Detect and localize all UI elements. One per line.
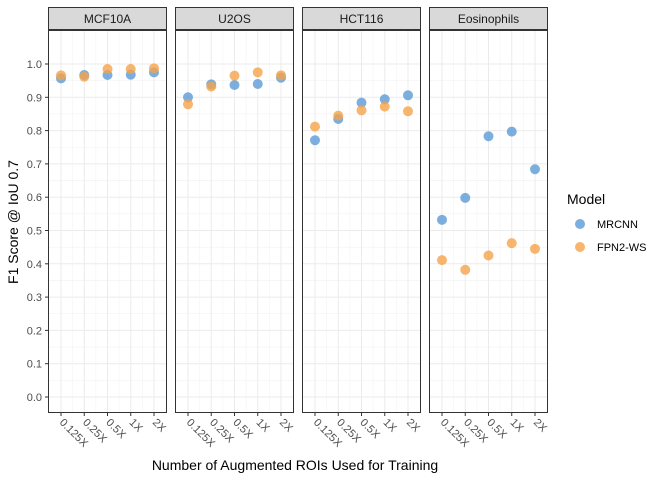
data-point-fpn2-ws: [56, 70, 66, 81]
strip-background: [302, 7, 421, 30]
x-tick-label: 2X: [150, 417, 168, 435]
data-point-mrcnn: [437, 214, 447, 225]
legend: Model MRCNN FPN2-WS: [567, 191, 647, 256]
data-point-fpn2-ws: [356, 105, 367, 116]
data-point-mrcnn: [229, 79, 240, 90]
data-point-mrcnn: [483, 131, 494, 142]
panel-border: [48, 30, 167, 413]
y-tick-label: 0.1: [27, 359, 42, 371]
data-point-mrcnn: [252, 78, 263, 89]
y-tick-label: 0.0: [27, 392, 42, 404]
data-point-mrcnn: [506, 126, 517, 137]
legend-label: MRCNN: [597, 219, 638, 231]
y-tick-label: 0.7: [27, 159, 42, 171]
data-point-fpn2-ws: [437, 255, 447, 266]
x-tick-label: 1X: [127, 417, 145, 435]
x-tick-label: 2X: [277, 417, 295, 435]
strip-label: MCF10A: [84, 12, 131, 26]
data-point-fpn2-ws: [252, 67, 263, 78]
data-point-mrcnn: [403, 90, 413, 101]
y-axis-ticks: 0.0 0.1 0.2 0.3 0.4 0.5 0.6 0.7 0.8 0.9 1.0: [27, 59, 48, 404]
data-point-mrcnn: [530, 164, 540, 175]
y-tick-label: 0.4: [27, 259, 42, 271]
data-point-fpn2-ws: [276, 70, 286, 81]
panel-border: [175, 30, 294, 413]
data-point-mrcnn: [310, 135, 320, 146]
y-tick-label: 0.2: [27, 325, 42, 337]
x-tick-label: 1X: [508, 417, 526, 435]
data-point-fpn2-ws: [530, 243, 540, 254]
legend-title: Model: [567, 191, 605, 207]
strip-background: [48, 7, 167, 30]
data-point-fpn2-ws: [125, 63, 136, 74]
y-tick-label: 0.3: [27, 292, 42, 304]
data-point-fpn2-ws: [483, 250, 494, 261]
data-point-fpn2-ws: [149, 63, 159, 74]
strip-background: [175, 7, 294, 30]
data-point-fpn2-ws: [333, 110, 344, 121]
strip-background: [429, 7, 548, 30]
x-tick-label: 2X: [531, 417, 549, 435]
strip-label: U2OS: [218, 12, 251, 26]
y-tick-label: 0.6: [27, 192, 42, 204]
panel-border: [302, 30, 421, 413]
x-tick-label: 2X: [404, 417, 422, 435]
x-tick-label: 1X: [254, 417, 272, 435]
data-point-fpn2-ws: [183, 99, 193, 110]
data-point-fpn2-ws: [206, 81, 217, 92]
y-tick-label: 0.8: [27, 126, 42, 138]
data-point-fpn2-ws: [310, 121, 320, 132]
data-point-mrcnn: [379, 94, 390, 105]
legend-key-mrcnn: [575, 219, 585, 229]
x-axis-title: Number of Augmented ROIs Used for Traini…: [152, 457, 438, 473]
data-point-mrcnn: [356, 97, 367, 108]
data-point-fpn2-ws: [379, 101, 390, 112]
data-point-fpn2-ws: [79, 71, 90, 82]
data-point-fpn2-ws: [229, 70, 240, 81]
data-point-fpn2-ws: [403, 106, 413, 117]
y-tick-label: 0.5: [27, 226, 42, 238]
data-point-mrcnn: [460, 192, 471, 203]
y-axis-title: F1 Score @ IoU 0.7: [5, 160, 21, 284]
strip-label: Eosinophils: [458, 12, 519, 26]
x-tick-label: 1X: [381, 417, 399, 435]
data-point-fpn2-ws: [506, 238, 517, 249]
legend-label: FPN2-WS: [597, 242, 647, 254]
data-point-fpn2-ws: [102, 63, 113, 74]
data-point-fpn2-ws: [460, 264, 471, 275]
strip-label: HCT116: [340, 12, 384, 26]
y-tick-label: 0.9: [27, 92, 42, 104]
data-point-mrcnn: [183, 92, 193, 103]
panel-border: [429, 30, 548, 413]
y-tick-label: 1.0: [27, 59, 42, 71]
legend-key-fpn2-ws: [575, 242, 585, 252]
